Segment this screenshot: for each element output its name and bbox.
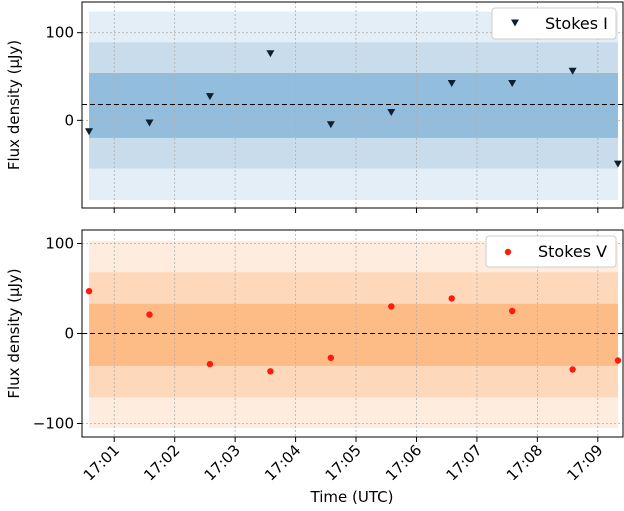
x-tick-label: 17:01 xyxy=(80,441,123,484)
stokes-i-point xyxy=(568,67,577,75)
stokes-v-points xyxy=(85,288,622,375)
stokes-v-point xyxy=(146,311,153,318)
stokes-v-legend-box xyxy=(485,235,617,268)
stokes-i-legend-marker xyxy=(511,19,519,27)
stokes-i-point xyxy=(326,121,335,129)
stokes-i-legend: Stokes I xyxy=(491,7,617,40)
top-y-tick-label: 100 xyxy=(45,24,74,42)
x-tick-label: 17:06 xyxy=(382,441,425,484)
stokes-i-point xyxy=(508,80,517,88)
stokes-v-bands xyxy=(89,240,618,428)
stokes-v-point xyxy=(85,288,93,295)
stokes-i-axes-frame xyxy=(81,1,624,209)
bot-band xyxy=(89,303,618,366)
top-y-tick-label: 0 xyxy=(64,111,74,129)
x-tick-label: 17:02 xyxy=(140,441,183,484)
stokes-v-point xyxy=(569,366,576,373)
bot-y-tick-label: 0 xyxy=(64,325,74,343)
stokes-i-y-axis-label: Flux density (µJy) xyxy=(5,40,23,170)
stokes-i-legend-label: Stokes I xyxy=(545,14,608,33)
stokes-v-point xyxy=(206,360,214,368)
stokes-i-point xyxy=(205,93,214,101)
x-tick-label: 17:08 xyxy=(503,441,546,484)
x-tick-label: 17:05 xyxy=(322,441,365,484)
x-tick-label: 17:03 xyxy=(201,441,244,484)
stokes-v-point xyxy=(614,357,622,364)
stokes-v-x-ticks: 17:01 17:02 17:03 17:04 17:05 17:06 17:07 17:08… xyxy=(80,437,607,484)
stokes-v-legend-marker xyxy=(504,248,512,256)
stokes-i-legend-box xyxy=(491,7,617,40)
x-tick-label: 17:07 xyxy=(442,441,485,484)
stokes-v-point xyxy=(267,368,274,375)
stokes-v-point xyxy=(388,303,395,310)
x-axis-label: Time (UTC) xyxy=(310,488,394,506)
stokes-v-grid xyxy=(82,230,623,437)
bot-y-tick-label: 100 xyxy=(45,235,74,253)
stokes-v-legend: Stokes V xyxy=(485,235,617,268)
stokes-i-points xyxy=(85,50,622,168)
stokes-i-point xyxy=(447,80,456,88)
stokes-i-point xyxy=(613,160,622,168)
stokes-i-bands xyxy=(89,11,618,201)
bot-y-tick-label: −100 xyxy=(33,415,74,433)
stokes-v-point xyxy=(508,307,516,315)
stokes-i-panel: 100 0 Flux density (µJy) Stokes I xyxy=(5,1,624,213)
top-band xyxy=(89,73,618,138)
stokes-v-y-ticks: 100 0 −100 xyxy=(33,235,82,433)
stokes-v-y-axis-label: Flux density (µJy) xyxy=(5,268,23,398)
stokes-v-legend-label: Stokes V xyxy=(538,242,607,261)
x-tick-label: 17:04 xyxy=(261,441,304,484)
x-tick-label: 17:09 xyxy=(563,441,606,484)
stokes-v-point xyxy=(327,354,335,361)
stokes-i-x-ticks xyxy=(113,208,599,213)
stokes-i-point xyxy=(145,119,154,127)
stokes-i-point xyxy=(85,128,94,136)
stokes-v-point xyxy=(448,295,455,302)
stokes-i-point xyxy=(266,50,275,58)
stokes-i-y-ticks: 100 0 xyxy=(45,24,82,129)
stokes-i-point xyxy=(387,108,396,116)
